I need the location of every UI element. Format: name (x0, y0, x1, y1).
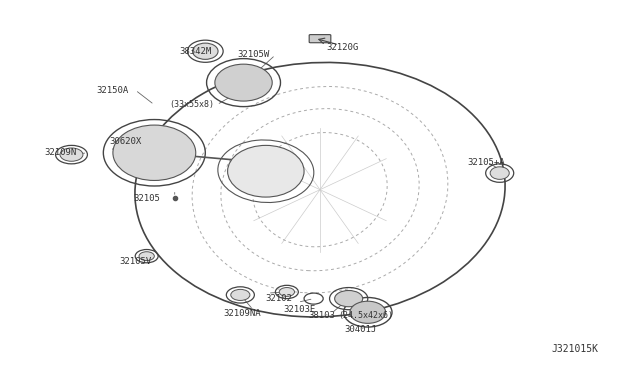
Ellipse shape (193, 43, 218, 60)
Ellipse shape (139, 252, 154, 260)
Ellipse shape (231, 289, 250, 301)
FancyBboxPatch shape (309, 35, 331, 43)
Ellipse shape (215, 64, 272, 101)
Ellipse shape (60, 148, 83, 161)
Text: 30620X: 30620X (109, 137, 142, 146)
Ellipse shape (350, 301, 386, 323)
Text: J321015K: J321015K (552, 344, 598, 354)
Text: 32105+A: 32105+A (467, 157, 504, 167)
Text: 32150A: 32150A (97, 86, 129, 94)
Text: 32120G: 32120G (326, 43, 358, 52)
Text: 38103: 38103 (308, 311, 335, 320)
Text: 32105W: 32105W (237, 51, 269, 60)
Text: 32102: 32102 (265, 294, 292, 303)
Text: 38342M: 38342M (180, 47, 212, 56)
Ellipse shape (490, 167, 509, 179)
Text: 30401J: 30401J (344, 326, 376, 334)
Ellipse shape (113, 125, 196, 180)
Text: 32105V: 32105V (119, 257, 151, 266)
Text: 32109NA: 32109NA (223, 309, 261, 318)
Text: (33x55x8): (33x55x8) (169, 100, 214, 109)
Text: (24.5x42x6): (24.5x42x6) (339, 311, 394, 320)
Ellipse shape (228, 145, 304, 197)
Text: 32103E: 32103E (284, 305, 316, 314)
Text: 32105: 32105 (133, 195, 160, 203)
Ellipse shape (335, 291, 363, 307)
Ellipse shape (279, 288, 294, 296)
Text: 32109N: 32109N (44, 148, 76, 157)
